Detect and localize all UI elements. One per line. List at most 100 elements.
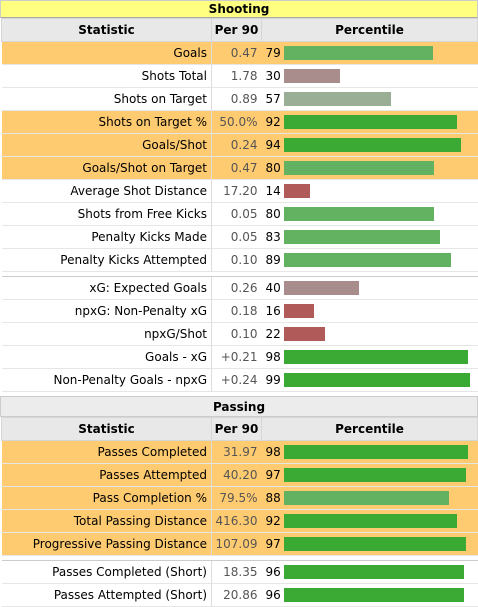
percentile-value: 97 [265, 468, 281, 483]
percentile-bar [283, 138, 461, 153]
percentile-bar [283, 253, 451, 268]
percentile-cell: 99 [261, 368, 478, 392]
percentile-value: 98 [265, 350, 281, 365]
percentile-value: 98 [265, 445, 281, 460]
percentile-cell: 80 [261, 156, 478, 180]
table-row: Shots from Free Kicks 0.05 80 [1, 202, 478, 226]
percentile-cell: 97 [261, 463, 478, 487]
percentile-cell: 92 [261, 110, 478, 134]
percentile-bar [283, 207, 434, 222]
percentile-cell: 40 [261, 276, 478, 300]
per90-value: 0.10 [211, 322, 262, 346]
percentile-value: 92 [265, 115, 281, 130]
percentile-bar [283, 373, 470, 388]
percentile-cell: 79 [261, 41, 478, 65]
percentile-value: 14 [265, 184, 281, 199]
per90-value: +0.24 [211, 368, 262, 392]
table-row: Passes Completed 31.97 98 [1, 440, 478, 464]
percentile-cell: 22 [261, 322, 478, 346]
table-row: Passes Completed (Short) 18.35 96 [1, 560, 478, 584]
table-row: Passes Attempted (Short) 20.86 96 [1, 583, 478, 607]
percentile-value: 92 [265, 514, 281, 529]
percentile-bar [283, 350, 468, 365]
percentile-value: 80 [265, 161, 281, 176]
percentile-cell: 94 [261, 133, 478, 157]
stat-name: Passes Attempted [1, 463, 212, 487]
col-per90[interactable]: Per 90 [211, 18, 262, 42]
per90-value: 0.24 [211, 133, 262, 157]
stat-name: Penalty Kicks Made [1, 225, 212, 249]
table-row: xG: Expected Goals 0.26 40 [1, 276, 478, 300]
per90-value: 416.30 [211, 509, 262, 533]
percentile-value: 99 [265, 373, 281, 388]
col-per90[interactable]: Per 90 [211, 417, 262, 441]
per90-value: 50.0% [211, 110, 262, 134]
stat-name: npxG: Non-Penalty xG [1, 299, 212, 323]
percentile-cell: 97 [261, 532, 478, 556]
percentile-bar [283, 327, 325, 342]
table-row: Shots Total 1.78 30 [1, 64, 478, 88]
percentile-value: 97 [265, 537, 281, 552]
percentile-bar [283, 514, 457, 529]
table-row: Shots on Target % 50.0% 92 [1, 110, 478, 134]
percentile-value: 96 [265, 565, 281, 580]
stat-name: Shots Total [1, 64, 212, 88]
percentile-bar [283, 468, 466, 483]
percentile-bar [283, 304, 314, 319]
shooting-title: Shooting [0, 0, 478, 18]
stat-name: Goals [1, 41, 212, 65]
per90-value: 1.78 [211, 64, 262, 88]
table-row: Pass Completion % 79.5% 88 [1, 486, 478, 510]
percentile-bar [283, 230, 440, 245]
stat-name: Progressive Passing Distance [1, 532, 212, 556]
col-percentile[interactable]: Percentile [261, 18, 478, 42]
percentile-bar [283, 92, 391, 107]
percentile-bar [283, 537, 466, 552]
percentile-value: 94 [265, 138, 281, 153]
percentile-bar [283, 161, 434, 176]
table-row: Non-Penalty Goals - npxG +0.24 99 [1, 368, 478, 392]
per90-value: 0.10 [211, 248, 262, 272]
percentile-value: 30 [265, 69, 281, 84]
table-row: Progressive Passing Distance 107.09 97 [1, 532, 478, 556]
percentile-value: 22 [265, 327, 281, 342]
per90-value: 0.18 [211, 299, 262, 323]
stat-name: Shots on Target % [1, 110, 212, 134]
percentile-bar [283, 491, 449, 506]
col-statistic[interactable]: Statistic [1, 18, 212, 42]
per90-value: 79.5% [211, 486, 262, 510]
stat-name: xG: Expected Goals [1, 276, 212, 300]
per90-value: 107.09 [211, 532, 262, 556]
col-statistic[interactable]: Statistic [1, 417, 212, 441]
per90-value: 31.97 [211, 440, 262, 464]
table-row: Total Passing Distance 416.30 92 [1, 509, 478, 533]
passing-table: Statistic Per 90 Percentile Passes Compl… [1, 417, 478, 607]
percentile-bar [283, 69, 340, 84]
per90-value: 20.86 [211, 583, 262, 607]
table-row: Average Shot Distance 17.20 14 [1, 179, 478, 203]
group-separator [1, 271, 478, 277]
percentile-bar [283, 588, 464, 603]
stat-name: npxG/Shot [1, 322, 212, 346]
per90-value: 0.89 [211, 87, 262, 111]
stat-name: Pass Completion % [1, 486, 212, 510]
table-row: npxG: Non-Penalty xG 0.18 16 [1, 299, 478, 323]
percentile-bar [283, 565, 464, 580]
passing-title: Passing [0, 396, 478, 417]
stat-name: Goals - xG [1, 345, 212, 369]
shooting-body: Goals 0.47 79 Shots Total 1.78 30 Shots on Tar… [1, 41, 478, 392]
table-row: Goals - xG +0.21 98 [1, 345, 478, 369]
group-separator [1, 555, 478, 561]
per90-value: 0.05 [211, 202, 262, 226]
shooting-table: Statistic Per 90 Percentile Goals 0.47 79 S… [1, 18, 478, 392]
percentile-cell: 14 [261, 179, 478, 203]
table-row: npxG/Shot 0.10 22 [1, 322, 478, 346]
per90-value: 17.20 [211, 179, 262, 203]
per90-value: 0.47 [211, 41, 262, 65]
percentile-bar [283, 46, 433, 61]
stat-name: Goals/Shot on Target [1, 156, 212, 180]
col-percentile[interactable]: Percentile [261, 417, 478, 441]
stat-name: Shots from Free Kicks [1, 202, 212, 226]
stat-name: Passes Completed [1, 440, 212, 464]
